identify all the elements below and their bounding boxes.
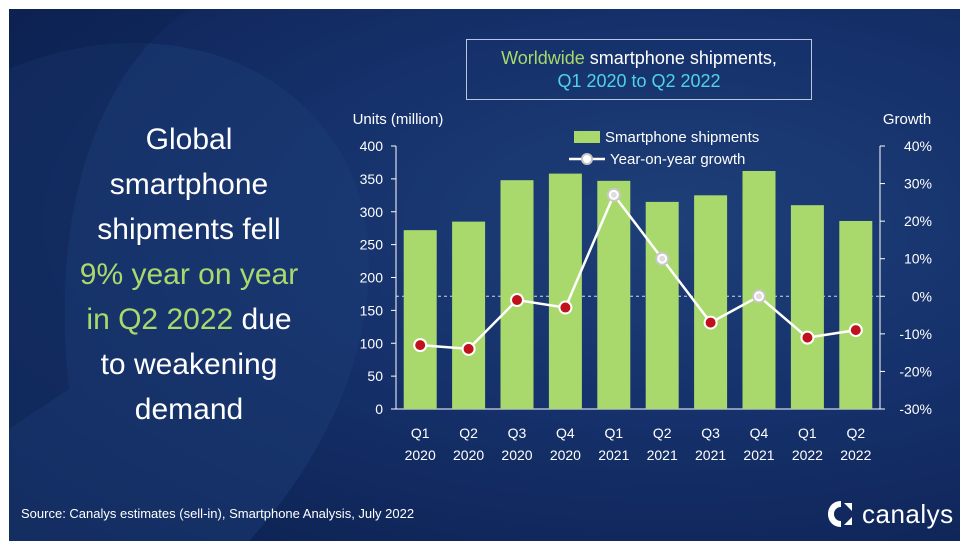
headline-line-1: Global xyxy=(145,123,233,156)
chart-growth-line xyxy=(413,187,863,356)
x-tick-label-year: 2020 xyxy=(453,447,484,463)
legend-line-marker xyxy=(581,153,593,165)
x-tick-label-quarter: Q1 xyxy=(411,425,430,441)
canalys-logo-icon xyxy=(828,501,852,527)
chart-bar xyxy=(403,230,437,409)
slide: Global smartphone shipments fell 9% year… xyxy=(9,9,960,541)
chart-labels: 0 50 100 150 200 250 300 350 400 -30% -20% -10% 0% 10… xyxy=(353,111,932,463)
headline-line-5: in Q2 2022 due xyxy=(39,297,339,342)
x-tick-label-quarter: Q1 xyxy=(604,425,623,441)
y-left-tick-label: 50 xyxy=(367,368,383,384)
x-tick-label-year: 2021 xyxy=(647,447,678,463)
chart-title-worldwide: Worldwide xyxy=(501,48,585,68)
headline-line-2: smartphone xyxy=(109,168,269,201)
headline-line-3: shipments fell xyxy=(97,213,281,246)
chart-bar xyxy=(452,221,486,409)
x-tick-label-year: 2020 xyxy=(405,447,436,463)
chart-title-line-2: Q1 2020 to Q2 2022 xyxy=(557,71,721,91)
source-note: Source: Canalys estimates (sell-in), Sma… xyxy=(21,506,415,521)
canalys-logo-text: canalys xyxy=(862,499,954,529)
legend-bar-swatch xyxy=(574,131,600,143)
y-left-tick-label: 0 xyxy=(375,401,383,417)
x-tick-label-year: 2021 xyxy=(695,447,726,463)
headline-line-4: 9% year on year xyxy=(79,258,299,291)
x-tick-label-year: 2021 xyxy=(743,447,774,463)
y-right-tick-label: 10% xyxy=(904,251,932,267)
growth-point-center xyxy=(610,191,617,198)
growth-point xyxy=(703,315,718,330)
headline-line-7: demand xyxy=(134,393,244,426)
growth-point xyxy=(800,330,815,345)
y-right-axis-title: Growth xyxy=(883,111,931,128)
x-tick-label-quarter: Q1 xyxy=(798,425,817,441)
canalys-logo: canalys xyxy=(824,497,953,533)
chart-bar xyxy=(645,201,679,409)
x-tick-label-quarter: Q2 xyxy=(653,425,672,441)
x-tick-label-quarter: Q3 xyxy=(701,425,720,441)
x-tick-label-quarter: Q2 xyxy=(459,425,478,441)
headline-line-6: to weakening xyxy=(100,348,278,381)
y-right-tick-label: -10% xyxy=(899,326,932,342)
y-left-tick-label: 250 xyxy=(360,237,384,253)
y-left-tick-label: 300 xyxy=(360,204,384,220)
growth-point xyxy=(848,323,863,338)
x-tick-label-year: 2020 xyxy=(550,447,581,463)
y-right-tick-label: -20% xyxy=(899,363,932,379)
chart-bar xyxy=(597,180,631,409)
y-right-tick-label: 0% xyxy=(912,288,932,304)
x-tick-label-year: 2021 xyxy=(598,447,629,463)
y-right-tick-label: 30% xyxy=(904,176,932,192)
growth-point xyxy=(558,300,573,315)
y-right-tick-label: 40% xyxy=(904,138,932,154)
y-right-tick-label: 20% xyxy=(904,213,932,229)
chart-bars xyxy=(403,170,873,409)
x-tick-label-quarter: Q2 xyxy=(846,425,865,441)
chart: 0 50 100 150 200 250 300 350 400 -30% -20% -10% 0% 10… xyxy=(353,111,932,463)
growth-point xyxy=(413,338,428,353)
growth-point xyxy=(510,293,524,308)
growth-point-center xyxy=(659,255,666,262)
y-left-tick-label: 200 xyxy=(360,270,384,286)
y-left-tick-label: 350 xyxy=(360,171,384,187)
x-tick-label-year: 2022 xyxy=(792,447,823,463)
legend-line-label: Year-on-year growth xyxy=(610,151,745,168)
chart-bar xyxy=(839,220,873,409)
growth-point-center xyxy=(756,293,762,300)
growth-point xyxy=(461,341,476,356)
headline-line-5-highlight: in Q2 2022 xyxy=(86,303,234,336)
chart-title-line-1: Worldwide smartphone shipments, xyxy=(467,47,811,70)
x-tick-label-year: 2020 xyxy=(501,447,532,463)
chart-bar xyxy=(548,173,582,409)
background-swoosh xyxy=(9,9,369,541)
x-tick-label-quarter: Q4 xyxy=(750,425,769,441)
chart-legend: Smartphone shipments Year-on-year growth xyxy=(569,129,759,168)
y-left-tick-label: 150 xyxy=(360,302,384,318)
y-left-tick-label: 400 xyxy=(360,138,384,154)
chart-title-box: Worldwide smartphone shipments, Q1 2020 … xyxy=(466,39,812,100)
chart-title-rest: smartphone shipments, xyxy=(584,48,777,68)
growth-line-path xyxy=(420,192,856,351)
x-tick-label-quarter: Q4 xyxy=(556,425,575,441)
chart-bar xyxy=(790,205,824,409)
headline: Global smartphone shipments fell 9% year… xyxy=(39,117,339,432)
y-left-tick-label: 100 xyxy=(360,335,384,351)
x-tick-label-year: 2022 xyxy=(840,447,871,463)
chart-bar xyxy=(694,195,728,409)
headline-line-5-rest: due xyxy=(233,303,292,336)
legend-bar-label: Smartphone shipments xyxy=(605,129,759,146)
y-right-tick-label: -30% xyxy=(899,401,932,417)
x-tick-label-quarter: Q3 xyxy=(508,425,527,441)
y-left-axis-title: Units (million) xyxy=(353,111,444,128)
